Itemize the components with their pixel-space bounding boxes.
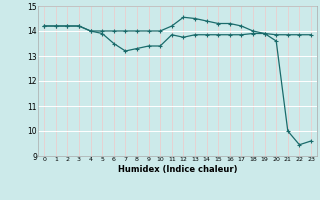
X-axis label: Humidex (Indice chaleur): Humidex (Indice chaleur) bbox=[118, 165, 237, 174]
